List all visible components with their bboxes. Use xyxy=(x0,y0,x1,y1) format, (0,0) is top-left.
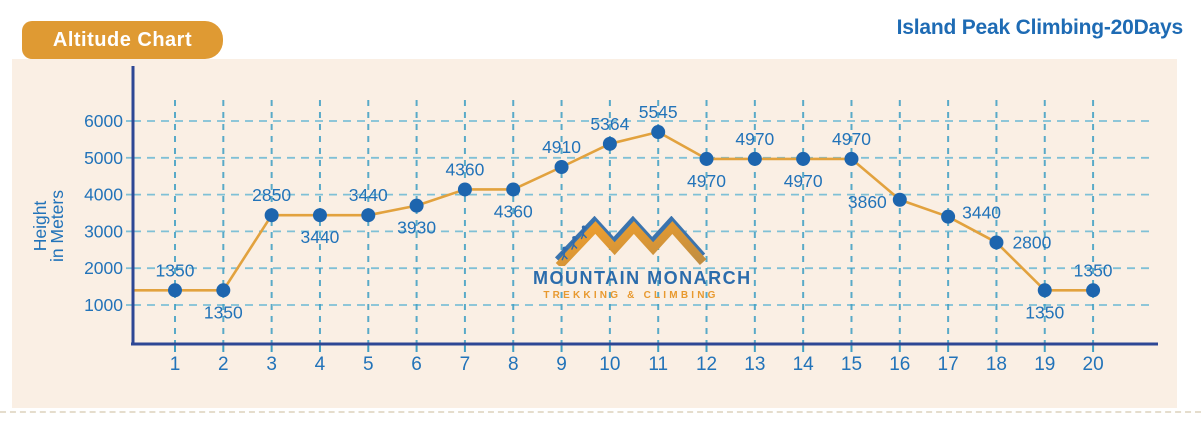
point-value-label: 5364 xyxy=(590,114,629,134)
x-tick-label: 18 xyxy=(986,354,1007,375)
point-value-label: 4970 xyxy=(735,129,774,149)
data-point xyxy=(361,208,376,223)
x-tick-label: 8 xyxy=(508,354,519,375)
data-point xyxy=(554,160,569,174)
data-point xyxy=(216,283,231,298)
logo-tagline: TREKKING & CLIMBING xyxy=(543,290,719,301)
point-value-label: 1350 xyxy=(1025,302,1064,322)
y-tick-label: 5000 xyxy=(84,148,123,168)
point-value-label: 3440 xyxy=(300,227,339,247)
point-value-label: 5545 xyxy=(639,102,678,122)
mountain-icon xyxy=(554,216,707,266)
x-tick-label: 10 xyxy=(599,354,620,375)
data-point xyxy=(506,182,521,197)
data-point xyxy=(892,192,907,207)
x-tick-label: 1 xyxy=(170,354,181,375)
data-point xyxy=(941,209,956,224)
x-tick-label: 20 xyxy=(1083,354,1104,375)
x-tick-label: 14 xyxy=(793,354,815,375)
point-value-label: 1350 xyxy=(204,302,243,322)
x-tick-label: 3 xyxy=(266,354,277,375)
x-tick-label: 13 xyxy=(744,354,765,375)
data-point xyxy=(747,151,762,166)
y-tick-label: 2000 xyxy=(84,258,123,278)
x-tick-label: 17 xyxy=(938,354,959,375)
point-value-label: 4970 xyxy=(687,171,726,191)
data-point xyxy=(989,235,1004,250)
x-tick-label: 7 xyxy=(460,354,471,375)
x-tick-label: 12 xyxy=(696,354,717,375)
point-value-label: 1350 xyxy=(156,260,195,280)
x-tick-label: 9 xyxy=(556,354,567,375)
data-point xyxy=(699,151,714,166)
badge-label: Altitude Chart xyxy=(52,28,193,51)
data-point xyxy=(602,136,617,151)
point-value-label: 4360 xyxy=(494,201,533,221)
altitude-chart-badge: Altitude Chart xyxy=(22,21,223,59)
x-tick-label: 5 xyxy=(363,354,374,375)
point-value-label: 3860 xyxy=(848,192,887,212)
point-value-label: 3930 xyxy=(397,218,436,238)
y-tick-label: 6000 xyxy=(84,111,123,131)
x-tick-label: 11 xyxy=(648,354,668,375)
y-tick-label: 3000 xyxy=(84,221,123,241)
data-point xyxy=(312,208,327,223)
y-tick-label: 1000 xyxy=(84,295,123,315)
mountain-orange-ridge xyxy=(555,221,707,266)
point-value-label: 3440 xyxy=(349,185,388,205)
data-point xyxy=(651,125,666,140)
x-tick-label: 2 xyxy=(218,354,229,375)
point-value-label: 2850 xyxy=(252,185,291,205)
data-point xyxy=(796,151,811,166)
data-point xyxy=(168,283,182,298)
bottom-dashed-divider xyxy=(0,411,1201,413)
x-tick-label: 6 xyxy=(411,354,422,375)
data-point xyxy=(457,182,472,197)
page-title: Island Peak Climbing-20Days xyxy=(896,16,1184,39)
point-value-label: 4970 xyxy=(784,171,823,191)
data-point xyxy=(409,198,424,213)
y-tick-label: 4000 xyxy=(84,185,123,205)
point-value-label: 4970 xyxy=(832,129,871,149)
point-value-label: 2800 xyxy=(1012,232,1051,252)
data-point xyxy=(1037,283,1052,298)
x-tick-label: 16 xyxy=(889,354,910,375)
point-value-label: 3440 xyxy=(962,203,1001,223)
logo-name: MOUNTAIN MONARCH xyxy=(533,268,752,288)
x-tick-label: 15 xyxy=(841,354,862,375)
point-value-label: 1350 xyxy=(1074,260,1113,280)
point-value-label: 4360 xyxy=(445,159,484,179)
x-tick-label: 4 xyxy=(315,354,326,375)
data-point xyxy=(1086,283,1101,298)
point-value-label: 4910 xyxy=(542,137,581,157)
y-axis-title: Heightin Meters xyxy=(30,190,67,262)
data-point xyxy=(264,208,279,223)
x-tick-label: 19 xyxy=(1034,354,1055,375)
mountain-blue-ridge xyxy=(554,216,706,264)
data-point xyxy=(844,151,859,166)
mountain-monarch-logo: MOUNTAIN MONARCH TREKKING & CLIMBING xyxy=(533,216,752,301)
